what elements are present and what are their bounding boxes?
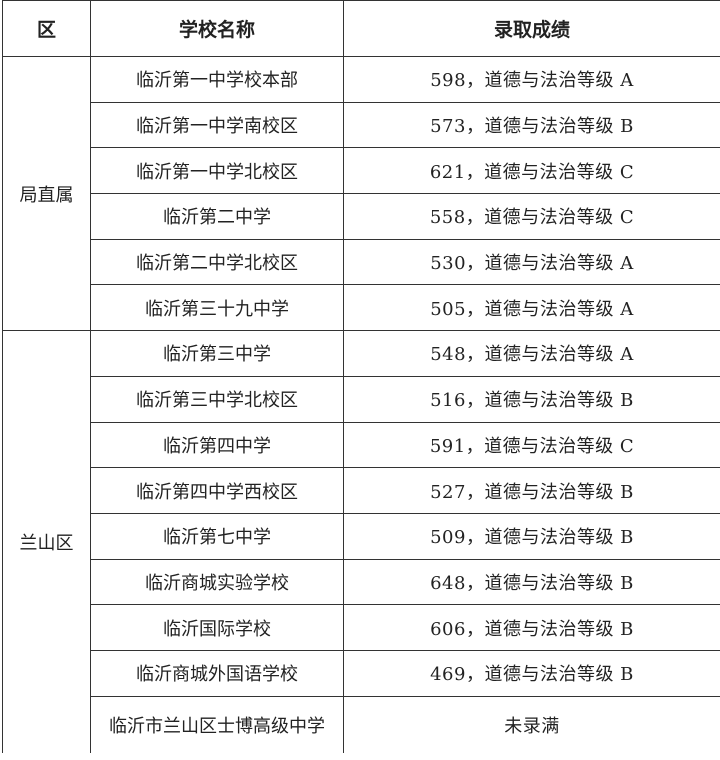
table-row: 临沂商城实验学校 648，道德与法治等级 B: [3, 558, 720, 606]
table-row: 临沂第四中学 591，道德与法治等级 C: [3, 421, 720, 469]
score-cell: 621，道德与法治等级 C: [343, 147, 720, 195]
table-row: 临沂第三中学北校区 516，道德与法治等级 B: [3, 375, 720, 423]
table-row: 临沂商城外国语学校 469，道德与法治等级 B: [3, 649, 720, 697]
table-row: 临沂第七中学 509，道德与法治等级 B: [3, 512, 720, 560]
score-cell: 606，道德与法治等级 B: [343, 604, 720, 651]
score-cell: 469，道德与法治等级 B: [343, 649, 720, 697]
header-district: 区: [2, 0, 91, 57]
score-cell: 648，道德与法治等级 B: [343, 558, 720, 606]
score-cell: 527，道德与法治等级 B: [343, 467, 720, 514]
table-row: 临沂第二中学 558，道德与法治等级 C: [3, 193, 720, 240]
header-row: 区 学校名称 录取成绩: [2, 0, 720, 57]
score-cell: 509，道德与法治等级 B: [343, 512, 720, 560]
school-cell: 临沂第三中学: [90, 330, 344, 377]
school-cell: 临沂第三中学北校区: [90, 375, 344, 423]
score-cell: 558，道德与法治等级 C: [343, 193, 720, 240]
table-row: 临沂国际学校 606，道德与法治等级 B: [3, 604, 720, 651]
district-cell: 兰山区: [2, 330, 91, 753]
table-row: 兰山区 临沂第三中学 548，道德与法治等级 A: [2, 330, 720, 753]
school-cell: 临沂第二中学: [90, 193, 344, 240]
header-score: 录取成绩: [343, 0, 720, 57]
score-cell: 598，道德与法治等级 A: [343, 56, 720, 103]
school-cell: 临沂第三十九中学: [90, 284, 344, 332]
table-row: 临沂第二中学北校区 530，道德与法治等级 A: [3, 238, 720, 286]
table-row: 临沂第四中学西校区 527，道德与法治等级 B: [3, 467, 720, 514]
school-cell: 临沂第四中学西校区: [90, 467, 344, 514]
header-school: 学校名称: [90, 0, 344, 57]
score-cell: 548，道德与法治等级 A: [343, 330, 720, 377]
school-cell: 临沂商城实验学校: [90, 558, 344, 606]
table-row: 局直属 临沂第一中学校本部 598，道德与法治等级 A: [2, 55, 720, 332]
table-row: 临沂第一中学南校区 573，道德与法治等级 B: [3, 101, 720, 149]
school-cell: 临沂第二中学北校区: [90, 238, 344, 286]
school-cell: 临沂第一中学南校区: [90, 101, 344, 149]
school-cell: 临沂第一中学北校区: [90, 147, 344, 195]
score-cell: 516，道德与法治等级 B: [343, 375, 720, 423]
school-cell: 临沂第一中学校本部: [90, 56, 344, 103]
score-cell: 573，道德与法治等级 B: [343, 101, 720, 149]
school-cell: 临沂商城外国语学校: [90, 649, 344, 697]
district-cell: 局直属: [2, 55, 91, 332]
school-cell: 临沂国际学校: [90, 604, 344, 651]
score-cell: 未录满: [343, 695, 720, 753]
table-row: 临沂第一中学北校区 621，道德与法治等级 C: [3, 147, 720, 195]
school-cell: 临沂第七中学: [90, 512, 344, 560]
school-cell: 临沂市兰山区士博高级中学: [90, 695, 344, 753]
table-row: 临沂第三十九中学 505，道德与法治等级 A: [3, 284, 720, 332]
table-row: 临沂市兰山区士博高级中学 未录满: [3, 695, 720, 753]
score-cell: 505，道德与法治等级 A: [343, 284, 720, 332]
score-cell: 591，道德与法治等级 C: [343, 421, 720, 469]
school-cell: 临沂第四中学: [90, 421, 344, 469]
score-cell: 530，道德与法治等级 A: [343, 238, 720, 286]
